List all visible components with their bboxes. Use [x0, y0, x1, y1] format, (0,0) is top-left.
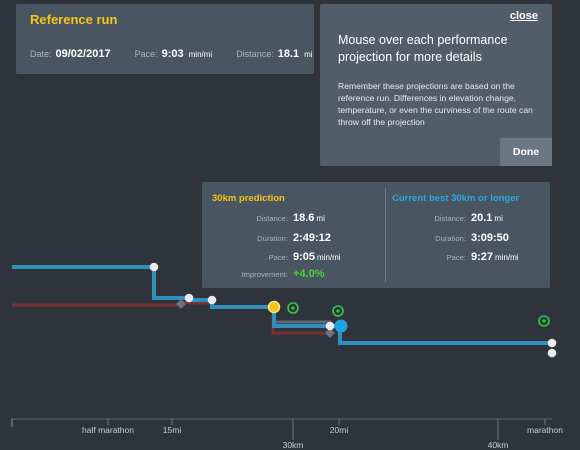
x-axis-tick-label: half marathon: [82, 425, 134, 435]
reference-run-title: Reference run: [30, 12, 118, 27]
best-effort-marker: [332, 305, 344, 317]
current-best-pace-value: 9:27: [471, 251, 494, 263]
pace-label: Pace:: [134, 49, 158, 59]
prediction-duration-value: 2:49:12: [293, 232, 331, 244]
current-best-column: Current best 30km or longer Distance: 20…: [386, 182, 550, 288]
current-best-distance-value: 20.1: [471, 212, 493, 224]
prediction-pace-label: Pace:: [268, 253, 288, 262]
distance-label: Distance:: [236, 49, 274, 59]
current-best-duration-label: Duration:: [435, 234, 466, 243]
pace-unit: min/mi: [188, 50, 213, 59]
current-best-duration-row: Duration: 3:09:50: [386, 232, 509, 244]
current-best-pace-unit: min/mi: [495, 253, 519, 262]
prediction-title: 30km prediction: [212, 193, 285, 204]
prediction-duration-label: Duration:: [257, 234, 288, 243]
x-axis-tick-label: marathon: [527, 425, 563, 435]
current-best-distance-label: Distance:: [434, 214, 466, 223]
prediction-distance-row: Distance: 18.6 mi: [202, 212, 325, 224]
date-value: 09/02/2017: [55, 48, 111, 60]
prediction-distance-label: Distance:: [256, 214, 288, 223]
best-effort-marker-dot: [336, 309, 340, 313]
reference-run-card: Reference run Date: 09/02/2017 Pace: 9:0…: [16, 4, 314, 74]
reference-point: [325, 328, 335, 338]
help-panel: close Mouse over each performance projec…: [320, 4, 552, 166]
projection-point: [207, 295, 217, 305]
prediction-distance-unit: mi: [316, 214, 325, 223]
date-label: Date:: [30, 49, 52, 59]
x-axis-tick-label: 15mi: [163, 425, 182, 435]
prediction-column: 30km prediction Distance: 18.6 mi Durati…: [202, 182, 384, 288]
current-best-title: Current best 30km or longer: [392, 193, 520, 204]
prediction-distance-value: 18.6: [293, 212, 315, 224]
connector-line: [272, 307, 332, 333]
help-heading: Mouse over each performance projection f…: [338, 33, 508, 64]
prediction-improvement-row: Improvement: +4.0%: [202, 268, 325, 280]
current-best-duration-value: 3:09:50: [471, 232, 509, 244]
prediction-improvement-label: Improvement:: [241, 270, 288, 279]
current-best-distance-row: Distance: 20.1 mi: [386, 212, 503, 224]
current-best-pace-label: Pace:: [446, 253, 466, 262]
projection-point: [325, 321, 335, 331]
prediction-pace-row: Pace: 9:05 min/mi: [202, 251, 341, 263]
prediction-highlight-point: [267, 300, 281, 314]
x-axis-tick-label: 40km: [488, 440, 509, 450]
reference-run-stats: Date: 09/02/2017 Pace: 9:03 min/mi Dista…: [30, 48, 313, 60]
reference-point: [176, 299, 186, 309]
best-effort-marker: [538, 315, 550, 327]
best-effort-marker-dot: [542, 319, 546, 323]
prediction-improvement-value: +4.0%: [293, 268, 325, 280]
prediction-duration-row: Duration: 2:49:12: [202, 232, 331, 244]
current-best-distance-unit: mi: [494, 214, 503, 223]
reference-series-line: [12, 301, 330, 335]
tooltip-divider: [385, 188, 386, 282]
projection-point: [547, 348, 557, 358]
x-axis-tick-label: 30km: [283, 440, 304, 450]
current-best-highlight-point: [334, 319, 348, 333]
distance-value: 18.1: [277, 48, 300, 60]
best-effort-marker: [287, 302, 299, 314]
current-best-pace-row: Pace: 9:27 min/mi: [386, 251, 519, 263]
pace-value: 9:03: [161, 48, 184, 60]
x-axis-tick-label: 20mi: [330, 425, 349, 435]
best-effort-marker-dot: [291, 306, 295, 310]
projection-point: [547, 338, 557, 348]
prediction-pace-value: 9:05: [293, 251, 316, 263]
projection-point: [184, 293, 194, 303]
projection-point: [149, 262, 159, 272]
done-button[interactable]: Done: [500, 138, 552, 166]
prediction-pace-unit: min/mi: [317, 253, 341, 262]
help-body: Remember these projections are based on …: [338, 81, 533, 127]
prediction-tooltip: 30km prediction Distance: 18.6 mi Durati…: [202, 182, 550, 288]
distance-unit: mi: [304, 50, 313, 59]
close-link[interactable]: close: [509, 10, 538, 22]
